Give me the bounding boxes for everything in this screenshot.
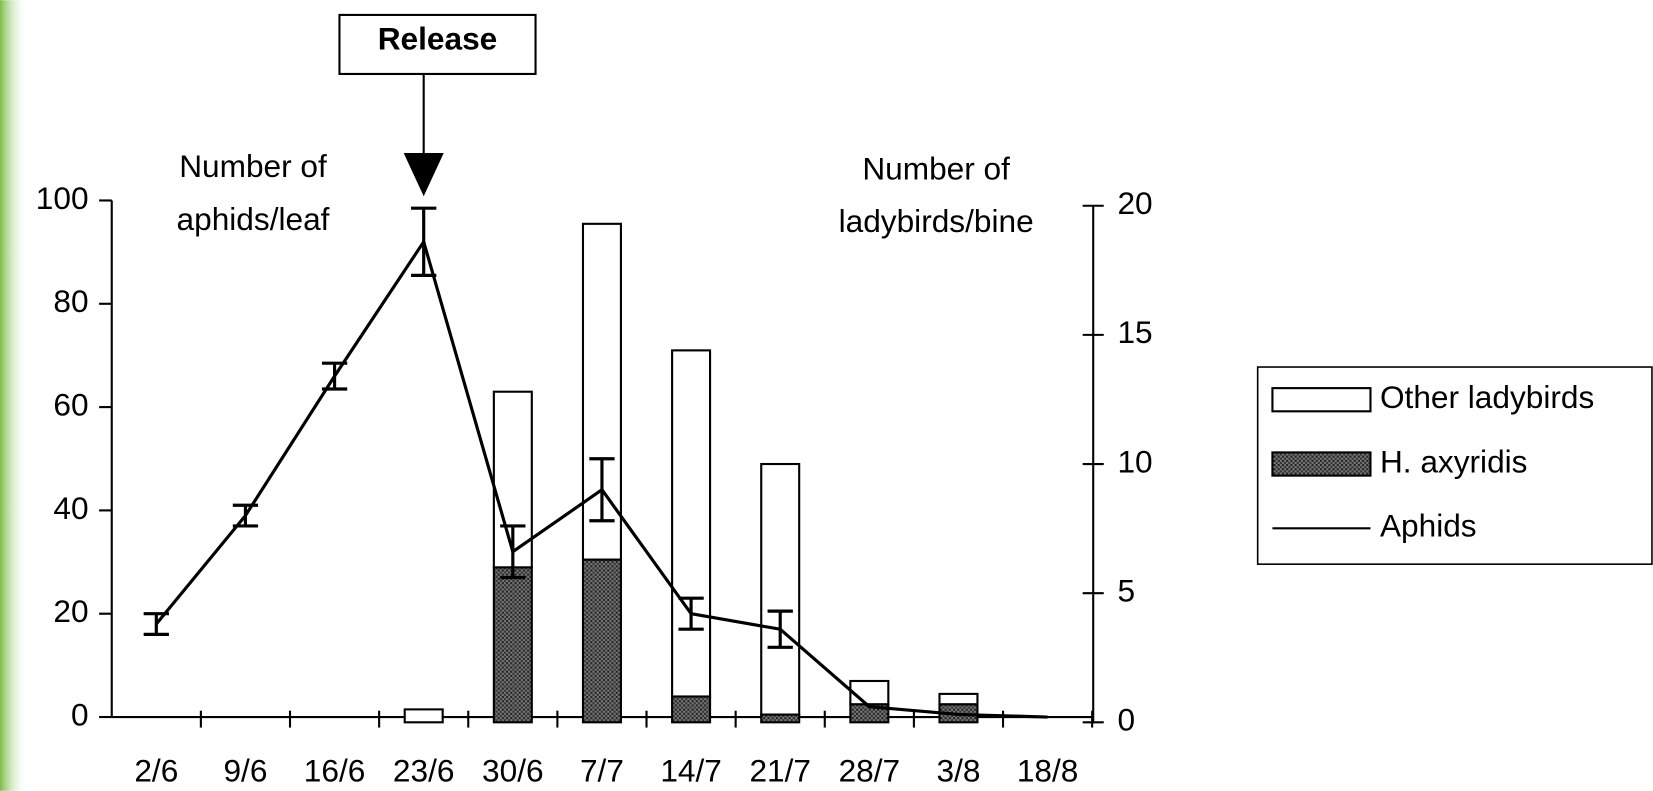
y2-tick-label: 10 [1117,443,1152,479]
y-tick-label: 60 [53,386,88,422]
y2-label: Number of [862,150,1010,186]
edge-decor [0,0,28,791]
legend-swatch [1271,451,1372,477]
y-tick-label: 20 [53,593,88,629]
x-tick-label: 18/8 [1017,752,1079,788]
error-bar [143,612,169,636]
y-tick-label: 40 [53,490,88,526]
bar [671,349,712,698]
legend-label: H. axyridis [1380,443,1528,479]
annotation-box [338,13,537,76]
x-tick-label: 3/8 [936,752,980,788]
bar [849,679,890,706]
x-tick-label: 21/7 [749,752,811,788]
y2-tick-label: 0 [1117,702,1135,738]
bar [938,692,979,706]
y-tick-label: 100 [36,180,89,216]
bar [760,713,801,724]
error-bar [232,503,259,528]
error-bar [321,361,348,391]
bar [403,708,444,724]
bar [492,566,533,724]
x-tick-label: 7/7 [580,752,624,788]
y2-tick-label: 5 [1117,573,1135,609]
legend-label: Other ladybirds [1380,379,1594,415]
legend-label: Aphids [1380,508,1477,544]
x-tick-label: 23/6 [393,752,455,788]
error-bar [411,206,437,277]
error-bar [589,457,615,523]
x-tick-label: 2/6 [134,752,178,788]
x-tick-label: 16/6 [304,752,366,788]
y2-label: ladybirds/bine [839,203,1034,239]
bar [581,558,622,724]
legend-swatch [1271,387,1372,413]
x-tick-label: 28/7 [839,752,901,788]
y2-tick-label: 20 [1117,185,1152,221]
error-bar [767,609,793,649]
bar [671,695,712,724]
x-tick-label: 14/7 [660,752,722,788]
annotation-arrowhead [403,153,444,197]
bar [760,462,801,716]
annotation: Release [378,21,498,57]
y-tick-label: 0 [71,696,89,732]
y2-tick-label: 15 [1117,314,1152,350]
error-bar [678,596,704,631]
y-tick-label: 80 [53,283,88,319]
y-label: aphids/leaf [177,201,330,237]
y-label: Number of [179,148,327,184]
x-tick-label: 9/6 [223,752,267,788]
x-tick-label: 30/6 [482,752,544,788]
error-bar [500,524,526,580]
